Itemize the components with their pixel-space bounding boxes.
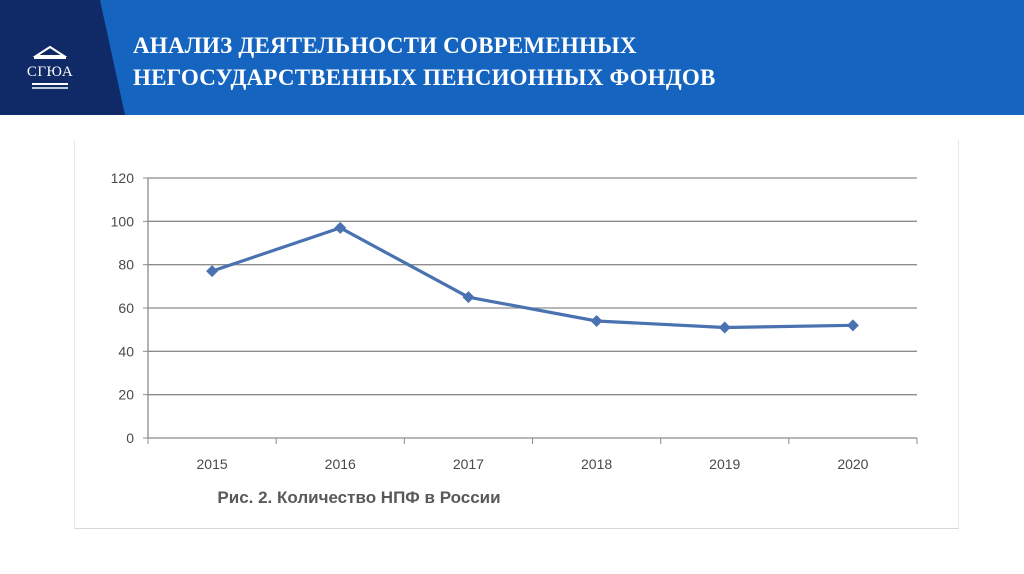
data-point-2018 (590, 315, 603, 327)
x-tick-label-2020: 2020 (837, 456, 868, 472)
x-tick-label-2017: 2017 (453, 456, 484, 472)
data-point-2016 (334, 221, 347, 234)
data-point-2019 (718, 321, 731, 334)
header-blue-band (0, 0, 1024, 115)
y-tick-label: 60 (118, 300, 134, 316)
x-tick-label-2018: 2018 (581, 456, 612, 472)
title-line-1: АНАЛИЗ ДЕЯТЕЛЬНОСТИ СОВРЕМЕННЫХ (133, 33, 637, 58)
y-tick-label: 120 (111, 170, 135, 186)
y-tick-label: 0 (126, 430, 134, 446)
data-point-2020 (846, 319, 859, 332)
x-tick-label-2016: 2016 (325, 456, 356, 472)
y-tick-label: 40 (118, 343, 134, 359)
page-title: АНАЛИЗ ДЕЯТЕЛЬНОСТИ СОВРЕМЕННЫХ НЕГОСУДА… (133, 30, 1003, 94)
x-tick-label-2019: 2019 (709, 456, 740, 472)
data-point-2015 (206, 265, 219, 278)
chart-caption: Рис. 2. Количество НПФ в России (217, 488, 500, 507)
series-layer (206, 221, 859, 334)
axis-layer: 0 20 40 60 80 100 120 2015 2016 2017 2018 2019 2020 (111, 170, 918, 472)
y-tick-label: 20 (118, 387, 134, 403)
data-point-2017 (462, 291, 475, 304)
building-icon (32, 45, 68, 89)
header-banner: СГЮА АНАЛИЗ ДЕЯТЕЛЬНОСТИ СОВРЕМЕННЫХ НЕГ… (0, 0, 1024, 115)
chart-panel: 0 20 40 60 80 100 120 2015 2016 2017 2018 2019 2020 … (74, 140, 959, 529)
logo: СГЮА (14, 42, 86, 96)
logo-text: СГЮА (26, 64, 74, 80)
grid-layer (148, 177, 917, 396)
y-tick-label: 80 (118, 257, 134, 273)
x-tick-label-2015: 2015 (197, 456, 228, 472)
title-line-2: НЕГОСУДАРСТВЕННЫХ ПЕНСИОННЫХ ФОНДОВ (133, 65, 716, 90)
series-line-0 (211, 226, 853, 330)
y-tick-label: 100 (111, 213, 135, 229)
